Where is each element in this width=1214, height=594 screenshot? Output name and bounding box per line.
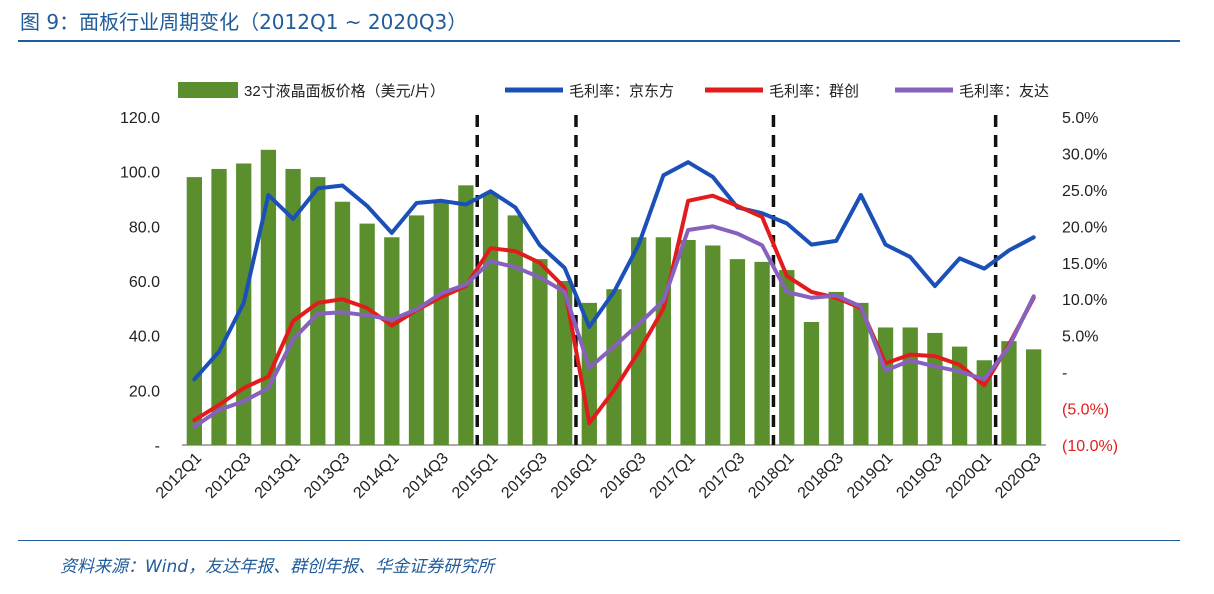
y-right-tick-label: 20.0% <box>1062 219 1107 236</box>
x-axis-ticks: 2012Q12012Q32013Q12013Q32014Q12014Q32015… <box>153 450 1045 502</box>
x-tick-label: 2013Q3 <box>301 450 353 502</box>
y-right-tick-label: 10.0% <box>1062 292 1107 309</box>
x-tick-label: 2017Q3 <box>696 450 748 502</box>
bar <box>655 237 672 445</box>
y-left-tick-label: 100.0 <box>120 165 160 182</box>
y-right-tick-label: - <box>1062 365 1067 382</box>
y-left-tick-label: 80.0 <box>129 219 160 236</box>
x-tick-label: 2017Q1 <box>647 450 699 502</box>
bar <box>877 327 894 445</box>
x-tick-label: 2019Q1 <box>844 450 896 502</box>
x-tick-label: 2015Q3 <box>498 450 550 502</box>
legend-label-line: 毛利率：友达 <box>959 83 1049 100</box>
bar <box>408 215 425 445</box>
source-rule <box>18 540 1180 541</box>
source-note: 资料来源：Wind，友达年报、群创年报、华金证券研究所 <box>60 557 495 577</box>
x-tick-label: 2018Q1 <box>745 450 797 502</box>
legend-label-line: 毛利率：群创 <box>769 83 859 100</box>
x-tick-label: 2018Q3 <box>795 450 847 502</box>
legend-label-line: 毛利率：京东方 <box>569 83 674 100</box>
y-right-tick-label: 15.0% <box>1062 256 1107 273</box>
figure-title: 图 9：面板行业周期变化（2012Q1 ~ 2020Q3） <box>20 10 468 34</box>
bar <box>631 237 647 445</box>
x-tick-label: 2016Q3 <box>597 450 649 502</box>
bar-series <box>186 149 1042 446</box>
y-right-tick-label: (10.0%) <box>1062 438 1118 455</box>
bar <box>384 237 400 445</box>
y-right-tick-label: 5.0% <box>1062 329 1098 346</box>
y-right-tick-label: 30.0% <box>1062 146 1107 163</box>
title-rule <box>18 40 1180 42</box>
line-毛利率：京东方 <box>192 160 1036 382</box>
bar <box>1001 341 1017 445</box>
bar <box>211 168 227 445</box>
bar <box>927 332 943 445</box>
bar <box>779 270 795 445</box>
y-right-tick-label: 25.0% <box>1062 183 1107 200</box>
bar <box>902 327 918 445</box>
bar <box>310 177 326 445</box>
x-tick-label: 2019Q3 <box>893 450 945 502</box>
bar <box>606 289 622 445</box>
bar <box>754 261 770 445</box>
bar <box>334 201 351 445</box>
y-left-tick-label: 20.0 <box>129 383 160 400</box>
x-tick-label: 2012Q1 <box>153 450 205 502</box>
y-right-tick-label: (5.0%) <box>1062 402 1109 419</box>
y-left-tick-label: 40.0 <box>129 329 160 346</box>
bar <box>507 215 523 445</box>
bar <box>186 177 202 445</box>
bar <box>803 322 820 445</box>
bar <box>458 185 474 446</box>
line-毛利率：友达 <box>192 224 1036 429</box>
line-毛利率：群创 <box>192 193 1036 426</box>
bar <box>556 281 573 445</box>
bar <box>359 223 375 445</box>
bar <box>532 259 548 445</box>
y-left-tick-label: - <box>155 438 160 455</box>
bar <box>433 201 449 445</box>
axes: - 20.0 40.0 60.0 80.0 100.0 120.0 (10.0%) (5.0%)… <box>120 110 1118 455</box>
x-tick-label: 2020Q1 <box>943 450 995 502</box>
legend-swatch-bar <box>178 82 238 98</box>
chart: 32寸液晶面板价格（美元/片） 毛利率：京东方 毛利率：群创 毛利率：友达 - 20.0… <box>120 82 1118 502</box>
bar <box>482 193 499 445</box>
x-tick-label: 2013Q1 <box>252 450 304 502</box>
bar <box>1026 349 1042 445</box>
x-tick-label: 2012Q3 <box>202 450 254 502</box>
x-tick-label: 2020Q3 <box>992 450 1044 502</box>
x-tick-label: 2014Q1 <box>350 450 402 502</box>
line-series <box>192 160 1036 429</box>
cycle-dividers <box>475 115 998 445</box>
bar <box>828 291 844 445</box>
x-tick-label: 2016Q1 <box>548 450 600 502</box>
y-right-tick-label: 5.0% <box>1062 110 1098 127</box>
x-tick-label: 2014Q3 <box>400 450 452 502</box>
legend: 32寸液晶面板价格（美元/片） 毛利率：京东方 毛利率：群创 毛利率：友达 <box>178 82 1049 100</box>
bar <box>705 245 721 445</box>
legend-label-bar: 32寸液晶面板价格（美元/片） <box>244 82 445 100</box>
bar <box>853 302 869 445</box>
bar <box>285 168 301 445</box>
y-left-tick-label: 60.0 <box>129 274 160 291</box>
bar <box>680 240 696 445</box>
x-tick-label: 2015Q1 <box>449 450 501 502</box>
y-left-tick-label: 120.0 <box>120 110 160 127</box>
bar <box>729 259 746 445</box>
